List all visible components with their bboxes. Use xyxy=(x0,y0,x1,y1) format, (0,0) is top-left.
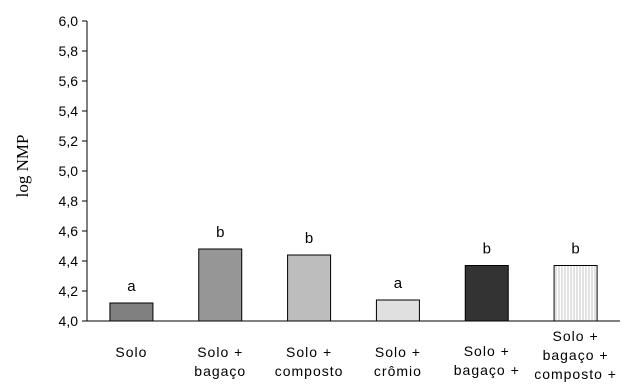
x-category-label: Solo + xyxy=(464,343,510,359)
significance-letter: b xyxy=(305,230,313,247)
y-tick-label: 4,8 xyxy=(59,193,79,209)
bar xyxy=(198,248,243,322)
y-tick-label: 5,0 xyxy=(59,163,79,179)
x-category-label: bagaço xyxy=(194,363,246,379)
x-category-label: Solo + xyxy=(553,328,599,344)
y-axis-label: log NMP xyxy=(13,135,32,198)
significance-letter: a xyxy=(127,278,136,295)
x-category-label: Solo xyxy=(115,344,147,360)
y-tick-label: 5,2 xyxy=(59,133,79,149)
labels: 4,0 4,2 4,4 4,6 4,8 5,0 5,2 5,4 5,6 5,8 6,0 a Solo b S… xyxy=(59,13,617,382)
significance-letter: b xyxy=(571,241,579,258)
x-category-label: Solo + xyxy=(375,344,421,360)
x-category-label: bagaço + xyxy=(543,347,609,363)
x-category-label: composto + xyxy=(534,366,617,382)
x-category-label: Solo + xyxy=(197,344,243,360)
bar xyxy=(287,254,332,322)
x-category-label: crômio xyxy=(374,363,422,379)
x-category-label: composto xyxy=(275,363,344,379)
significance-letter: b xyxy=(216,224,224,241)
bar xyxy=(553,265,598,322)
y-tick-label: 4,2 xyxy=(59,283,79,299)
y-tick-label: 5,8 xyxy=(59,43,79,59)
x-category-label: bagaço + xyxy=(454,362,520,378)
bar xyxy=(109,302,154,322)
axes xyxy=(82,20,620,322)
significance-letter: b xyxy=(483,241,491,258)
significance-letter: a xyxy=(394,275,403,292)
bar xyxy=(375,299,420,322)
y-tick-label: 5,4 xyxy=(59,103,79,119)
y-tick-label: 4,4 xyxy=(59,253,79,269)
y-tick-label: 5,6 xyxy=(59,73,79,89)
y-tick-label: 4,0 xyxy=(59,313,79,329)
bars xyxy=(109,248,598,322)
x-category-label: Solo + xyxy=(286,344,332,360)
bar xyxy=(464,265,509,322)
y-tick-label: 4,6 xyxy=(59,223,79,239)
y-tick-label: 6,0 xyxy=(59,13,79,29)
